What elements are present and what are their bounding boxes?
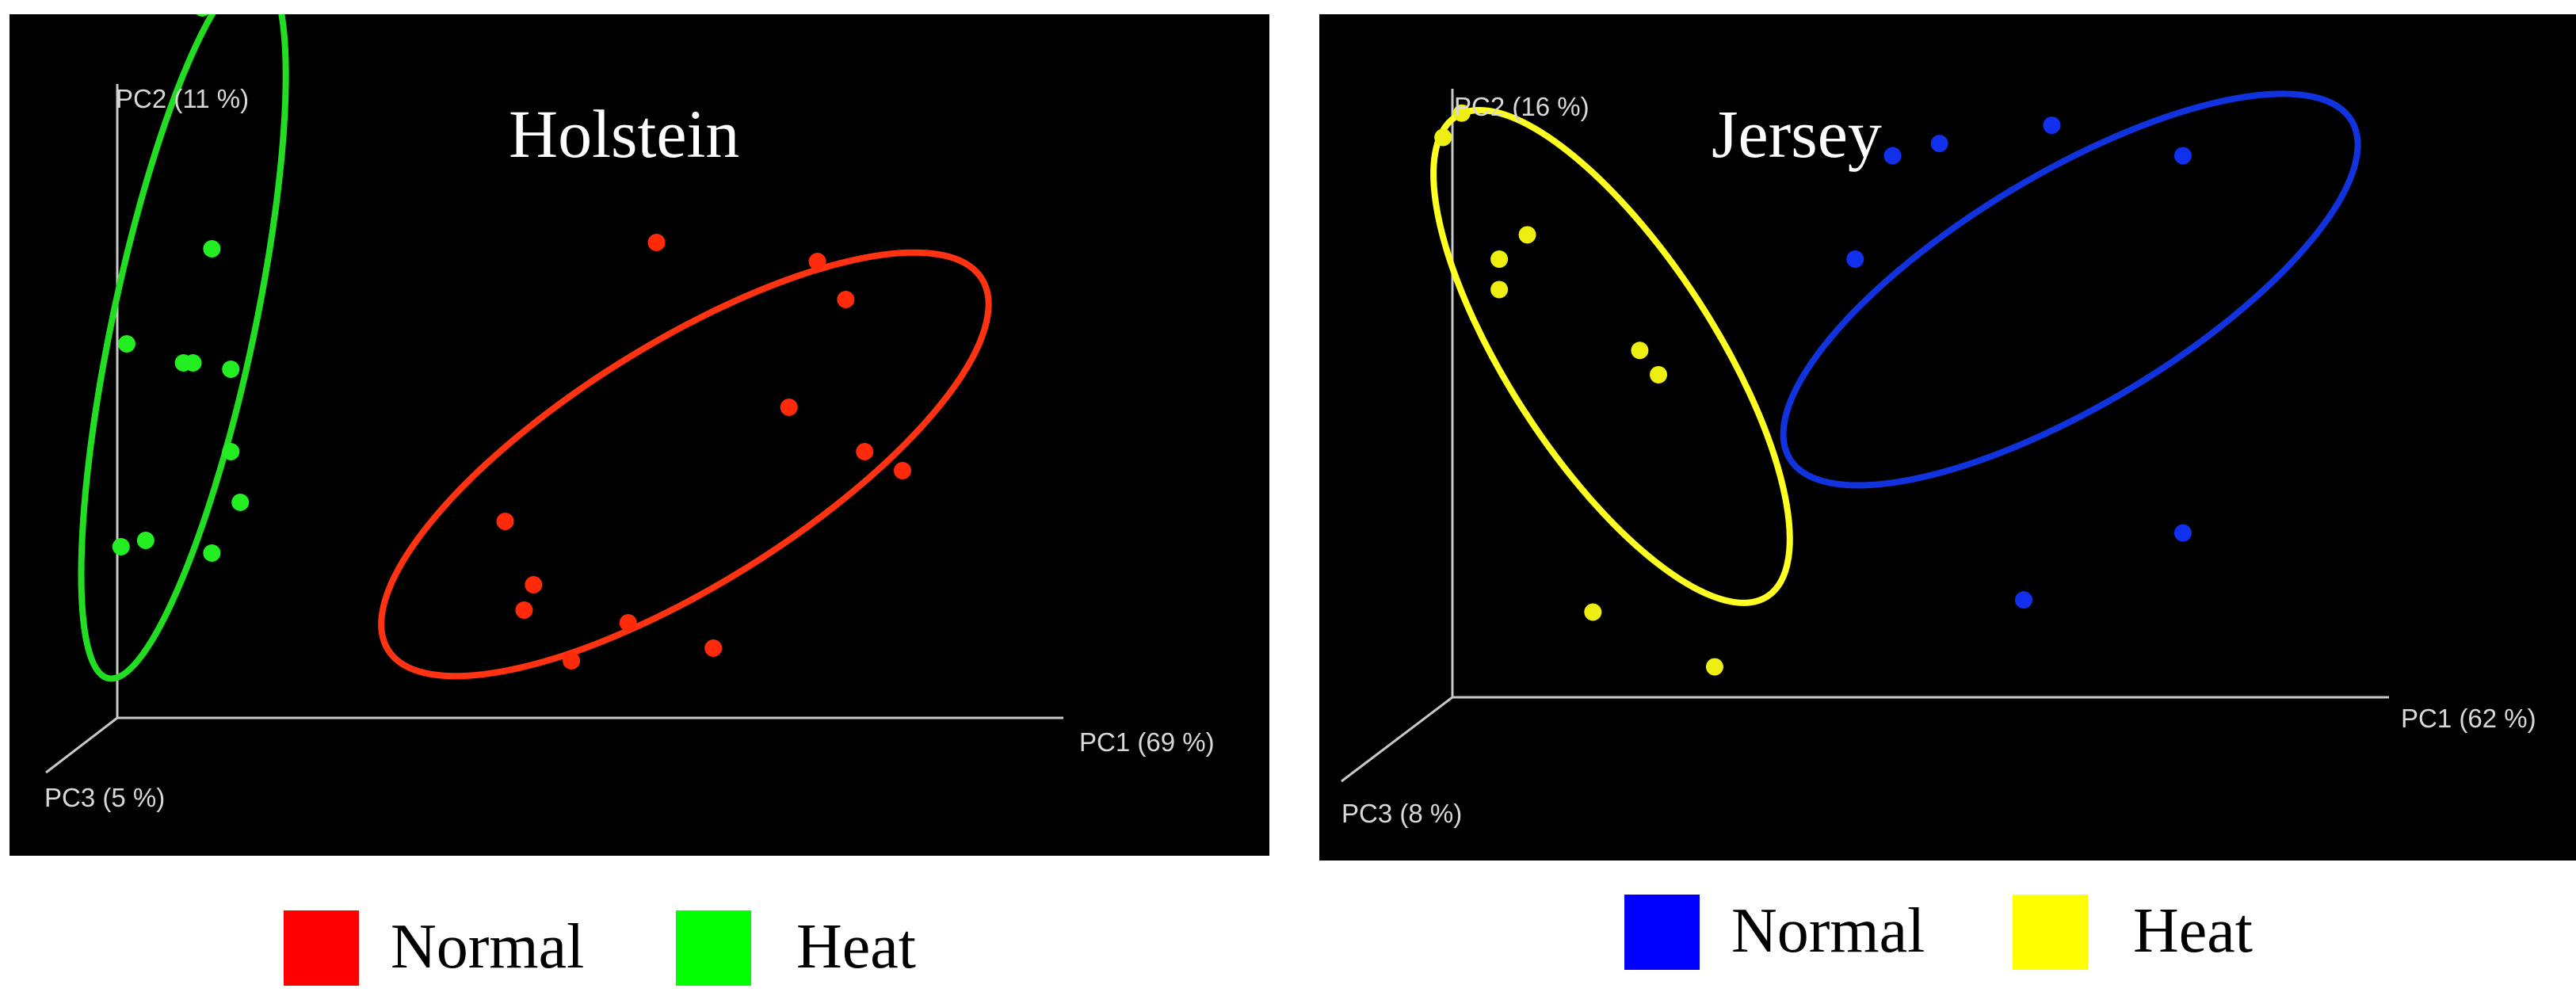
heat-point <box>203 240 221 258</box>
normal-point <box>525 576 543 593</box>
normal-point <box>496 513 514 530</box>
normal-point <box>1883 147 1902 165</box>
heat-point <box>112 538 130 555</box>
holstein-ellipses <box>78 14 992 682</box>
jersey-points <box>1434 104 2192 676</box>
legend-label-heat: Heat <box>796 912 917 982</box>
z-axis-label: PC3 (8 %) <box>1341 799 1462 828</box>
normal-group-ellipse <box>1780 90 2361 489</box>
chart-title: Jersey <box>1712 96 1882 172</box>
normal-group-ellipse <box>378 249 992 680</box>
legend-label-normal: Normal <box>1731 896 1925 966</box>
jersey-plot-panel: Jersey PC2 (16 %) PC1 (62 %) PC3 (8 %) <box>1319 14 2576 861</box>
heat-point <box>1631 342 1649 360</box>
normal-swatch <box>284 910 359 986</box>
legend-label-heat: Heat <box>2133 896 2254 966</box>
chart-title: Holstein <box>509 96 739 172</box>
normal-point <box>563 652 581 670</box>
normal-point <box>1846 250 1864 269</box>
normal-point <box>808 253 826 270</box>
jersey-legend: Normal Heat <box>1624 883 2337 979</box>
normal-swatch <box>1624 895 1700 970</box>
normal-point <box>704 639 723 657</box>
heat-point <box>1584 603 1602 621</box>
normal-point <box>2043 116 2061 135</box>
holstein-plot-panel: Holstein PC2 (11 %) PC1 (69 %) PC3 (5 %) <box>10 14 1269 856</box>
normal-point <box>515 601 533 619</box>
y-axis-label: PC2 (16 %) <box>1454 92 1589 121</box>
normal-point <box>647 234 666 251</box>
legend-label-normal: Normal <box>391 912 585 982</box>
normal-point <box>1930 135 1948 153</box>
heat-swatch <box>676 910 751 986</box>
heat-point <box>184 354 202 372</box>
normal-point <box>894 462 912 479</box>
heat-point <box>136 532 155 549</box>
holstein-pca-plot: Holstein PC2 (11 %) PC1 (69 %) PC3 (5 %) <box>44 14 1215 812</box>
pc3-axis <box>45 716 118 774</box>
heat-point <box>196 14 209 17</box>
heat-point <box>117 335 135 353</box>
normal-point <box>2173 147 2192 165</box>
jersey-pca-plot: Jersey PC2 (16 %) PC1 (62 %) PC3 (8 %) <box>1341 89 2536 828</box>
normal-point <box>619 614 637 632</box>
heat-group-ellipse <box>78 14 289 682</box>
heat-swatch <box>2013 895 2088 970</box>
pc3-axis <box>1341 696 1453 783</box>
heat-point <box>1434 128 1452 147</box>
z-axis-label: PC3 (5 %) <box>44 783 165 812</box>
x-axis-label: PC1 (69 %) <box>1079 727 1215 757</box>
heat-point <box>1650 365 1668 384</box>
normal-point <box>2173 524 2192 542</box>
x-axis-label: PC1 (62 %) <box>2401 704 2536 733</box>
heat-point <box>222 443 240 460</box>
heat-point <box>1705 658 1723 676</box>
heat-point <box>1452 104 1471 122</box>
holstein-legend: Normal Heat <box>284 899 997 994</box>
normal-point <box>856 443 874 460</box>
heat-point <box>1518 226 1536 244</box>
holstein-points <box>112 14 912 670</box>
heat-point <box>222 361 240 378</box>
heat-point <box>1490 280 1509 299</box>
normal-point <box>837 291 855 308</box>
normal-point <box>780 399 798 416</box>
normal-point <box>2015 591 2033 609</box>
heat-point <box>231 494 250 511</box>
y-axis-label: PC2 (11 %) <box>116 84 249 113</box>
heat-point <box>1490 250 1509 269</box>
heat-point <box>203 544 221 562</box>
